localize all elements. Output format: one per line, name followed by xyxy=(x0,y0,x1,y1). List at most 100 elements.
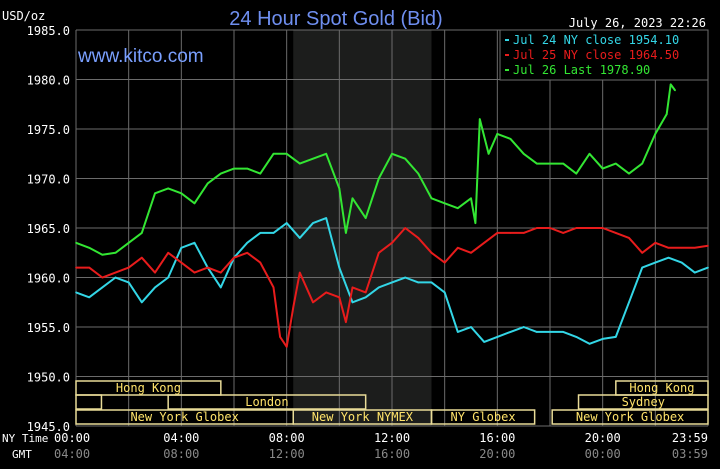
legend-swatch xyxy=(505,54,509,56)
data-point xyxy=(588,343,591,345)
data-point xyxy=(470,251,472,254)
session-label: Hong Kong xyxy=(629,381,694,395)
y-tick-label: 1945.0 xyxy=(27,420,70,434)
data-point xyxy=(522,152,525,155)
session-label: New York Globex xyxy=(576,410,684,424)
chart-title: 24 Hour Spot Gold (Bid) xyxy=(229,8,442,30)
data-point xyxy=(601,338,604,340)
data-point xyxy=(101,276,104,279)
data-point xyxy=(312,222,314,224)
data-point xyxy=(167,276,169,279)
data-point xyxy=(75,291,77,294)
data-point xyxy=(88,296,90,299)
data-point xyxy=(246,167,248,170)
data-point xyxy=(246,242,248,244)
data-point xyxy=(549,331,551,333)
data-point xyxy=(443,291,446,294)
data-point xyxy=(220,286,222,289)
data-point xyxy=(114,271,117,274)
session-bar xyxy=(167,394,367,410)
data-point xyxy=(417,172,420,175)
data-point xyxy=(707,245,709,247)
data-point xyxy=(674,89,676,92)
data-point xyxy=(588,152,591,155)
data-point xyxy=(154,271,156,274)
data-point xyxy=(220,172,222,175)
x-tick-label: 23:59 xyxy=(672,431,708,445)
data-point xyxy=(575,172,578,175)
data-point xyxy=(338,296,341,299)
data-point xyxy=(312,301,314,304)
data-point xyxy=(167,187,169,190)
data-point xyxy=(312,157,314,160)
data-point xyxy=(233,256,235,259)
session-bar xyxy=(577,394,709,410)
x-tick-label: 20:00 xyxy=(479,447,515,461)
data-point xyxy=(246,251,248,254)
x-tick-label: 12:00 xyxy=(374,431,410,445)
data-point xyxy=(669,83,672,86)
session-bar xyxy=(430,409,536,425)
data-point xyxy=(641,162,643,165)
data-point xyxy=(549,162,551,165)
data-point xyxy=(206,182,209,185)
data-point xyxy=(487,152,490,155)
legend-entry: Jul 24 NY close 1954.10 xyxy=(513,33,679,47)
data-point xyxy=(220,271,222,274)
data-point xyxy=(180,261,183,264)
data-point xyxy=(667,247,670,249)
data-point xyxy=(391,281,393,284)
y-tick-label: 1980.0 xyxy=(27,74,70,88)
data-point xyxy=(364,296,367,299)
data-point xyxy=(443,202,446,205)
session-label: Sydney xyxy=(622,395,665,409)
data-point xyxy=(299,271,301,274)
x-axis-row-label: NY Time xyxy=(2,432,48,445)
data-point xyxy=(457,247,459,249)
data-point xyxy=(141,232,143,234)
data-point xyxy=(562,232,564,234)
data-point xyxy=(378,251,380,254)
data-point xyxy=(180,192,183,195)
data-point xyxy=(430,281,433,284)
x-tick-label: 00:00 xyxy=(54,431,90,445)
data-point xyxy=(193,202,196,205)
data-point xyxy=(114,276,117,279)
data-point xyxy=(536,227,538,229)
data-point xyxy=(338,266,341,269)
data-point xyxy=(404,157,406,160)
legend-box xyxy=(499,29,709,81)
series-line xyxy=(76,227,709,348)
x-tick-label: 08:00 xyxy=(163,447,199,461)
session-label: New York Globex xyxy=(130,410,238,424)
session-label: London xyxy=(245,395,288,409)
data-point xyxy=(345,232,347,234)
data-point xyxy=(272,232,275,234)
data-point xyxy=(562,331,564,333)
data-point xyxy=(509,138,512,140)
data-point xyxy=(641,251,643,254)
session-bar xyxy=(75,394,103,410)
data-point xyxy=(154,286,156,289)
data-point xyxy=(285,152,288,155)
data-point xyxy=(364,217,367,219)
data-point xyxy=(127,266,130,269)
session-bar xyxy=(75,380,222,396)
data-point xyxy=(233,167,235,170)
data-point xyxy=(391,242,393,244)
data-point xyxy=(338,187,341,190)
data-point xyxy=(75,266,77,269)
data-point xyxy=(509,232,512,234)
x-tick-label: 04:00 xyxy=(163,431,199,445)
legend-swatch xyxy=(505,39,509,41)
data-point xyxy=(193,271,196,274)
data-point xyxy=(292,306,295,309)
data-point xyxy=(478,118,481,120)
x-tick-label: 16:00 xyxy=(479,431,515,445)
data-point xyxy=(417,281,420,284)
legend-entry: Jul 25 NY close 1964.50 xyxy=(513,48,679,62)
data-point xyxy=(707,266,709,269)
y-tick-label: 1975.0 xyxy=(27,123,70,137)
